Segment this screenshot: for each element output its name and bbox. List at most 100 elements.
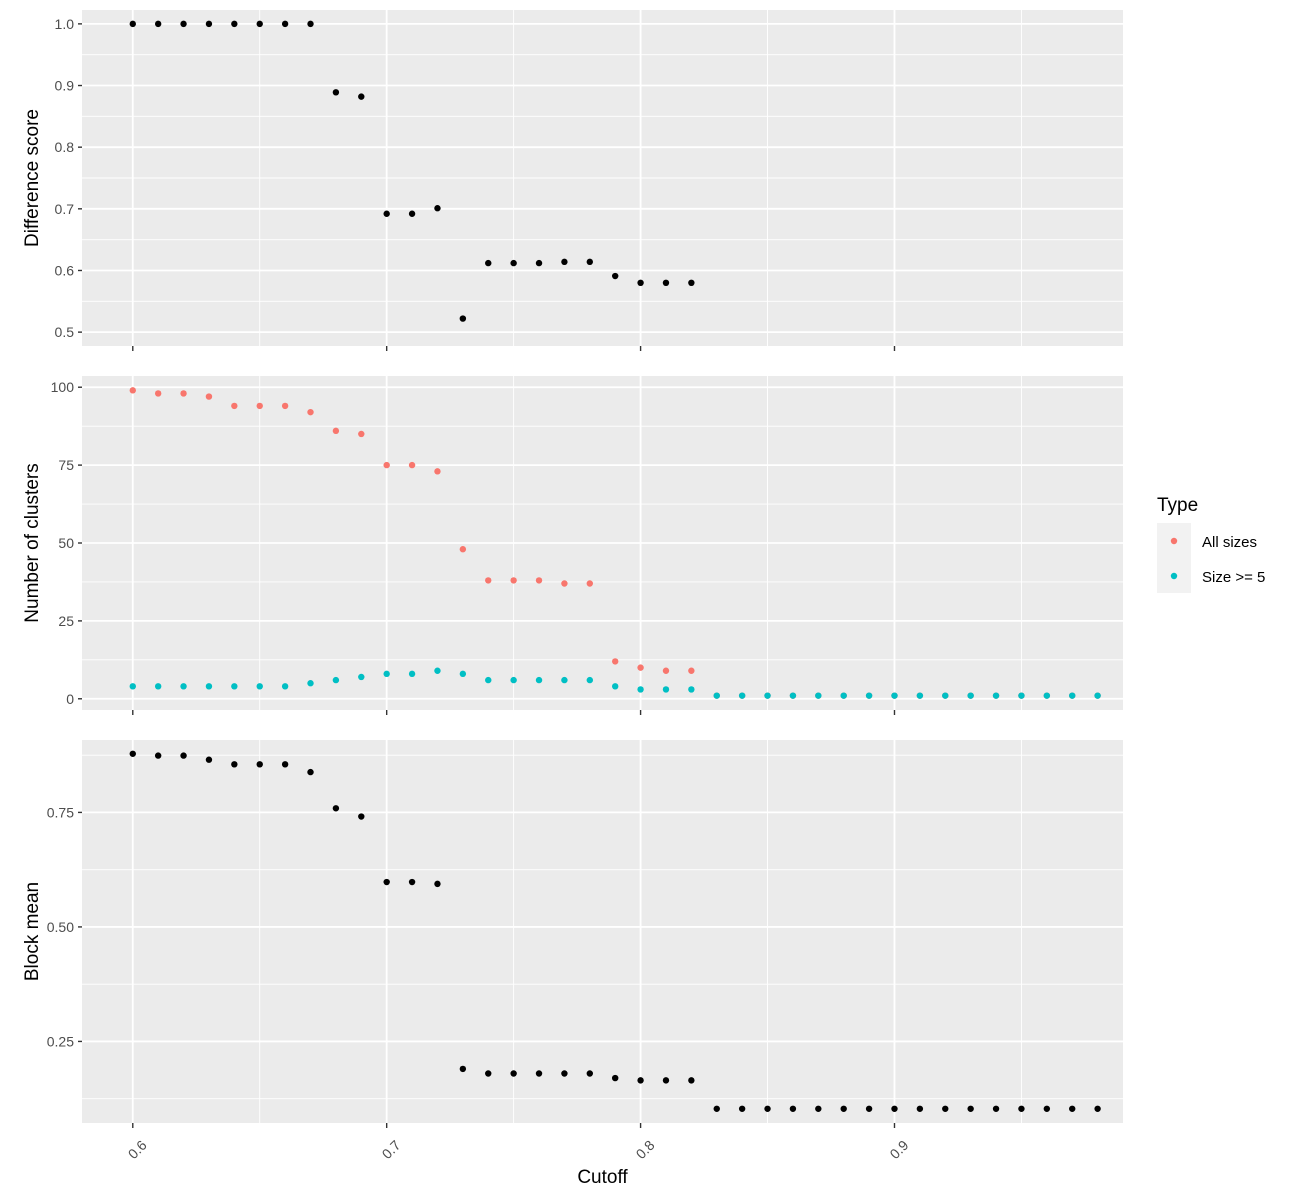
y-axis-title: Block mean [22, 882, 43, 981]
y-axis-title: Difference score [22, 109, 43, 247]
data-point [535, 259, 543, 267]
data-point [1043, 1105, 1051, 1112]
data-point [154, 683, 162, 690]
data-point [967, 692, 974, 699]
data-point [256, 20, 263, 28]
data-point [256, 683, 263, 690]
y-tick-label: 0.8 [55, 139, 75, 155]
data-point [1018, 692, 1025, 699]
data-point [865, 1105, 873, 1112]
data-point [637, 686, 644, 693]
data-point [1094, 692, 1101, 699]
data-point [281, 20, 289, 28]
data-point [307, 20, 314, 28]
data-point [231, 761, 238, 768]
data-point [637, 664, 644, 671]
data-point [586, 580, 594, 587]
y-tick-label: 100 [51, 379, 75, 395]
data-point [586, 258, 594, 266]
data-point [1043, 692, 1051, 699]
data-point [129, 20, 136, 28]
data-point [688, 1077, 695, 1084]
data-point [688, 667, 695, 674]
y-tick-label: 0.25 [47, 1033, 74, 1049]
data-point [789, 1105, 797, 1112]
data-point [307, 408, 314, 416]
y-tick-label: 50 [58, 535, 74, 551]
data-point [205, 20, 213, 28]
data-point [637, 1077, 644, 1084]
data-point [180, 683, 187, 690]
data-point [408, 670, 416, 678]
data-point [662, 686, 670, 693]
data-point [459, 315, 467, 322]
y-tick-label: 1.0 [55, 16, 75, 32]
data-point [358, 93, 365, 100]
data-point [459, 546, 467, 553]
legend-key [1170, 572, 1178, 580]
data-point [942, 1105, 949, 1112]
data-point [865, 692, 873, 699]
legend-title: Type [1157, 495, 1198, 516]
data-point [434, 205, 441, 212]
data-point [764, 692, 771, 699]
panel-background [82, 740, 1123, 1123]
data-point [332, 427, 340, 435]
data-point [459, 1065, 467, 1073]
data-point [231, 402, 238, 410]
y-tick-label: 0.50 [47, 919, 74, 935]
data-point [840, 1105, 847, 1112]
data-point [561, 258, 568, 266]
data-point [231, 683, 238, 690]
data-point [434, 667, 441, 674]
data-point [611, 1074, 619, 1082]
data-point [281, 683, 289, 690]
data-point [688, 686, 695, 693]
x-tick-label: 0.6 [125, 1137, 150, 1162]
data-point [611, 658, 619, 665]
data-point [662, 667, 670, 674]
data-point [586, 676, 594, 684]
x-tick-label: 0.9 [886, 1137, 911, 1162]
data-point [332, 89, 340, 96]
y-axis-title: Number of clusters [22, 463, 43, 622]
x-tick-label: 0.7 [379, 1137, 404, 1162]
data-point [561, 580, 568, 587]
data-point [891, 692, 898, 699]
data-point [1069, 692, 1076, 699]
data-point [154, 752, 162, 759]
data-point [307, 680, 314, 687]
data-point [510, 259, 517, 267]
y-tick-label: 25 [58, 613, 74, 629]
data-point [408, 878, 416, 886]
data-point [738, 692, 746, 699]
data-point [916, 692, 924, 699]
data-point [662, 279, 670, 287]
data-point [611, 683, 619, 690]
data-point [307, 768, 314, 776]
data-point [840, 692, 847, 699]
legend-key-background [1157, 523, 1191, 593]
data-point [485, 577, 492, 584]
data-point [1094, 1105, 1101, 1112]
data-point [129, 387, 136, 394]
data-point [129, 750, 136, 757]
data-point [383, 210, 390, 217]
data-point [332, 805, 340, 812]
series-1 [129, 20, 695, 322]
data-point [358, 430, 365, 438]
data-point [231, 20, 238, 28]
panel-3: 0.25 0.50 0.75 0.6 0.7 0.8 0.9 Block mean [22, 740, 1123, 1162]
y-tick-label: 0.9 [55, 78, 75, 94]
data-point [535, 1070, 543, 1077]
panel-2: 0 25 50 75 100 Number of clusters [22, 376, 1123, 715]
data-point [256, 402, 263, 410]
data-point [205, 683, 213, 690]
y-tick-label: 0.5 [55, 324, 75, 340]
data-point [891, 1105, 898, 1112]
data-point [256, 761, 263, 768]
data-point [713, 692, 720, 699]
data-point [789, 692, 797, 699]
data-point [383, 461, 390, 469]
data-point [510, 676, 517, 684]
